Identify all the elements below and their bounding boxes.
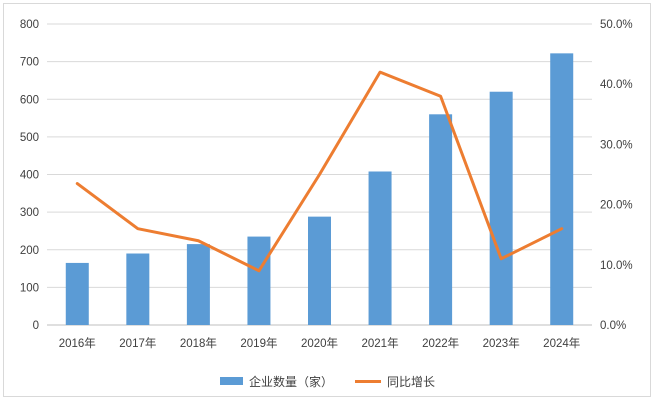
legend-line-label: 同比增长 <box>387 374 436 389</box>
y2-axis-tick-label: 50.0% <box>600 19 633 31</box>
growth-line <box>75 70 564 273</box>
x-axis-tick-label: 2022年 <box>422 336 459 350</box>
legend-line-swatch-icon <box>355 379 381 383</box>
y-axis-tick-label: 300 <box>20 207 39 219</box>
legend-bar-label: 企业数量（家） <box>248 374 333 389</box>
x-axis-tick-label: 2019年 <box>240 336 277 350</box>
x-axis-tick-label: 2016年 <box>59 336 96 350</box>
legend-bar-swatch-icon <box>219 377 243 385</box>
y-axis-tick-label: 400 <box>20 170 39 182</box>
y2-axis-tick-label: 30.0% <box>600 139 633 151</box>
legend-item-yoy-growth: 同比增长 <box>355 373 435 390</box>
y2-axis-tick-label: 0.0% <box>600 320 626 332</box>
legend-item-enterprise-count: 企业数量（家） <box>219 373 333 390</box>
x-axis-tick-label: 2020年 <box>301 336 338 350</box>
y-axis-tick-label: 700 <box>20 57 39 69</box>
bar <box>368 171 392 325</box>
y-axis-tick-label: 100 <box>20 282 39 294</box>
bar <box>126 253 150 325</box>
legend: 企业数量（家） 同比增长 <box>0 371 655 391</box>
y-axis-tick-label: 600 <box>20 94 39 106</box>
x-axis-tick-label: 2024年 <box>543 336 580 350</box>
x-axis-tick-label: 2021年 <box>362 336 399 350</box>
x-axis-tick-label: 2023年 <box>483 336 520 350</box>
bar <box>247 236 271 325</box>
bar <box>489 91 513 325</box>
bar <box>186 244 210 325</box>
y-axis-tick-label: 500 <box>20 132 39 144</box>
y-axis-tick-label: 800 <box>20 19 39 31</box>
x-axis-tick-label: 2017年 <box>119 336 156 350</box>
y2-axis-tick-label: 20.0% <box>600 200 633 212</box>
bar <box>308 216 331 325</box>
bar <box>429 114 453 325</box>
bar <box>65 262 89 325</box>
y2-axis-tick-label: 40.0% <box>600 79 633 91</box>
y2-axis-tick-label: 10.0% <box>600 260 633 272</box>
x-axis-tick-label: 2018年 <box>180 336 217 350</box>
bar <box>550 53 574 325</box>
y-axis-tick-label: 0 <box>33 320 39 332</box>
y-axis-tick-label: 200 <box>20 245 39 257</box>
chart-frame <box>3 3 651 397</box>
